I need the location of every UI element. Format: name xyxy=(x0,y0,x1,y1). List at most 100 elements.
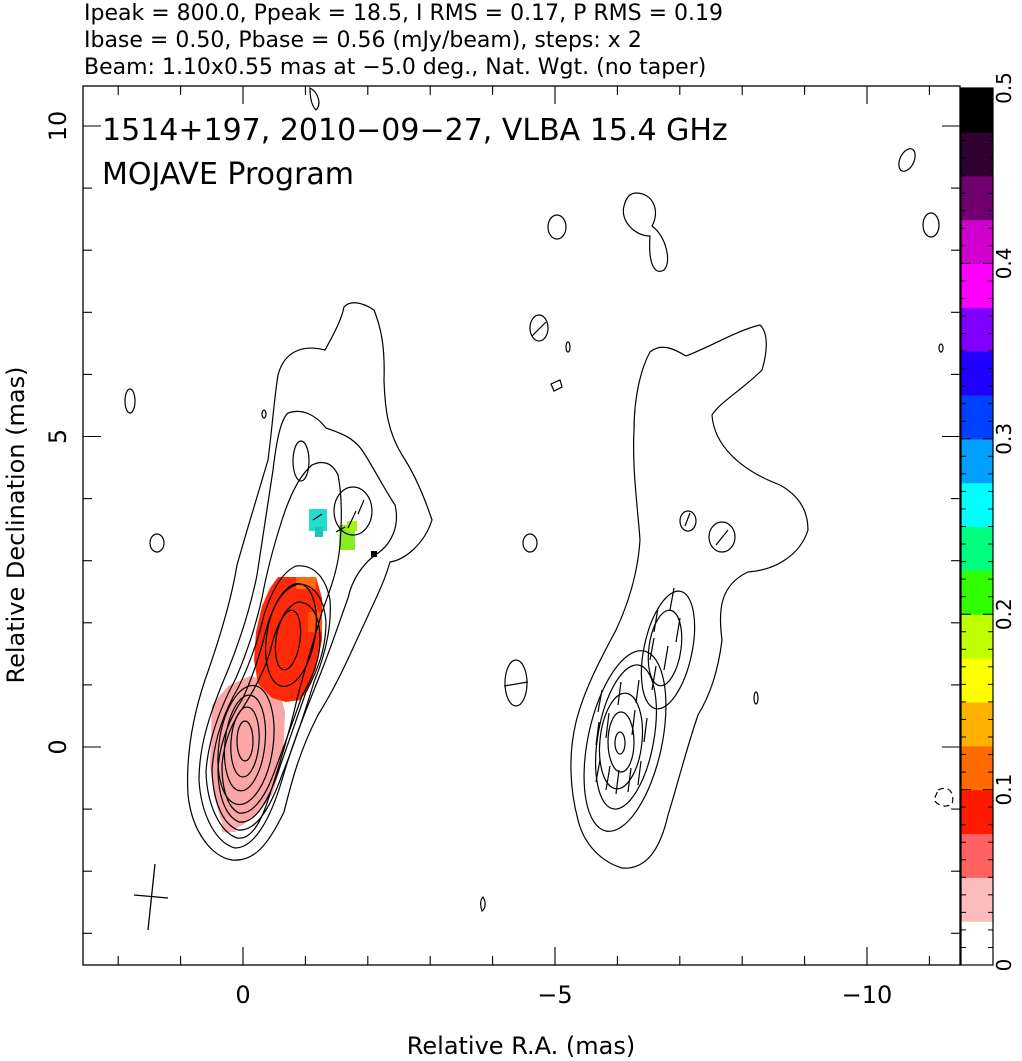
pol-contour-2 xyxy=(583,650,667,832)
colorbar-steps xyxy=(961,88,993,966)
colorbar-step xyxy=(961,745,993,791)
x-tick-label: 0 xyxy=(235,981,250,1009)
intensity-contours xyxy=(124,87,433,861)
header-line-1: Ipeak = 800.0, Ppeak = 18.5, I RMS = 0.1… xyxy=(84,1,723,26)
evpa-tick-2 xyxy=(357,499,365,515)
colorbar-step xyxy=(961,921,993,966)
colorbar-step xyxy=(961,789,993,835)
colorbar-step xyxy=(961,351,993,396)
noise-contour-c xyxy=(529,314,549,342)
colorbar-tick-label: 0.4 xyxy=(992,247,1016,279)
pol-contour-4 xyxy=(598,692,644,790)
small-contour-d xyxy=(149,533,165,553)
noise-contour-j xyxy=(504,659,528,707)
colorbar-step xyxy=(961,131,993,177)
pol-small-b xyxy=(708,521,736,553)
colorbar-step xyxy=(961,175,993,221)
noise-contour-f xyxy=(898,148,916,172)
plot-area: 1514+197, 2010−09−27, VLBA 15.4 GHz MOJA… xyxy=(44,85,961,1009)
noise-contour-g xyxy=(922,212,940,238)
y-tick-label: 10 xyxy=(44,111,72,142)
small-contour-b xyxy=(333,486,373,536)
evpa-tick-4 xyxy=(335,526,346,533)
pol-contour-5 xyxy=(607,711,635,773)
noise-contour-i xyxy=(522,533,538,553)
colorbar-step xyxy=(961,307,993,352)
evpa-tick-3 xyxy=(312,513,323,521)
jet-knot-inner xyxy=(274,609,302,671)
x-tick-labels: 0 −5 −10 xyxy=(235,981,892,1009)
colorbar-tick-label: 0.2 xyxy=(992,598,1016,630)
small-contour-e xyxy=(261,409,267,419)
plot-frame xyxy=(82,85,961,966)
colorbar-step xyxy=(961,658,993,703)
colorbar-tick-label: 0 xyxy=(992,959,1016,972)
cyan-pol-patch xyxy=(309,509,327,531)
colorbar-ticks: 0 0.1 0.2 0.3 0.4 0.5 xyxy=(961,72,1016,971)
x-axis-label: Relative R.A. (mas) xyxy=(407,1032,635,1060)
contour-3 xyxy=(205,461,342,839)
pol-evpa-ticks xyxy=(595,512,729,795)
evpa-tick-6 xyxy=(503,681,529,687)
green-pol-patch-b xyxy=(347,521,357,531)
contour-6 xyxy=(221,601,321,814)
pol-outer-contour xyxy=(570,324,809,869)
noise-contour-h xyxy=(938,343,944,353)
polarization-color-overlay xyxy=(210,509,377,832)
colorbar-step xyxy=(961,614,993,659)
noise-contours xyxy=(480,148,954,912)
contour-2 xyxy=(198,410,397,849)
colorbar-step xyxy=(961,482,993,528)
black-pol-pixel xyxy=(371,551,377,557)
noise-contour-k xyxy=(753,691,759,705)
y-tick-label: 0 xyxy=(44,739,72,754)
contour-10 xyxy=(236,720,254,762)
pol-knot-inner xyxy=(647,609,683,687)
polarization-contours xyxy=(570,324,809,869)
outer-contour xyxy=(187,302,433,861)
colorbar-step xyxy=(961,219,993,264)
contour-8 xyxy=(223,694,267,792)
colorbar-tick-label: 0.1 xyxy=(992,774,1016,806)
map-title: 1514+197, 2010−09−27, VLBA 15.4 GHz xyxy=(102,113,728,148)
colorbar-step xyxy=(961,877,993,922)
colorbar-step xyxy=(961,88,993,133)
y-axis-label: Relative Declination (mas) xyxy=(2,366,30,683)
contour-7 xyxy=(217,684,275,806)
evpa-tick-1 xyxy=(347,510,357,529)
noise-contour-l xyxy=(480,896,486,912)
colorbar-tick-label: 0.3 xyxy=(992,423,1016,455)
axis-ticks xyxy=(83,86,960,965)
colorbar-step xyxy=(961,833,993,878)
noise-contour-d xyxy=(565,341,571,353)
cyan-pol-patch-b xyxy=(315,527,323,537)
beam-marker xyxy=(133,863,169,931)
y-tick-labels: 0 5 10 xyxy=(44,111,72,755)
pol-knot-outer xyxy=(640,590,696,710)
colorbar-step xyxy=(961,263,993,308)
small-contour-a xyxy=(292,440,310,482)
x-tick-label: −5 xyxy=(537,981,572,1009)
header-line-3: Beam: 1.10x0.55 mas at −5.0 deg., Nat. W… xyxy=(84,55,706,80)
colorbar-step xyxy=(961,701,993,747)
colorbar: 0 0.1 0.2 0.3 0.4 0.5 xyxy=(960,72,1016,971)
noise-contour-a xyxy=(547,214,567,240)
colorbar-step xyxy=(961,570,993,615)
evpa-tick-5 xyxy=(531,321,547,337)
pol-contour-3 xyxy=(595,664,657,810)
header-line-2: Ibase = 0.50, Pbase = 0.56 (mJy/beam), s… xyxy=(84,28,642,53)
colorbar-tick-label: 0.5 xyxy=(992,72,1016,104)
colorbar-step xyxy=(961,438,993,484)
noise-contour-b xyxy=(622,192,669,272)
noise-contour-dashed xyxy=(933,787,954,807)
colorbar-step xyxy=(961,526,993,571)
contour-9 xyxy=(230,706,260,778)
y-tick-label: 5 xyxy=(44,429,72,444)
pol-small-a xyxy=(679,510,697,532)
colorbar-step xyxy=(961,394,993,440)
noise-contour-e xyxy=(550,379,563,392)
x-tick-label: −10 xyxy=(842,981,893,1009)
map-subtitle: MOJAVE Program xyxy=(102,157,354,192)
small-contour-c xyxy=(124,388,136,414)
